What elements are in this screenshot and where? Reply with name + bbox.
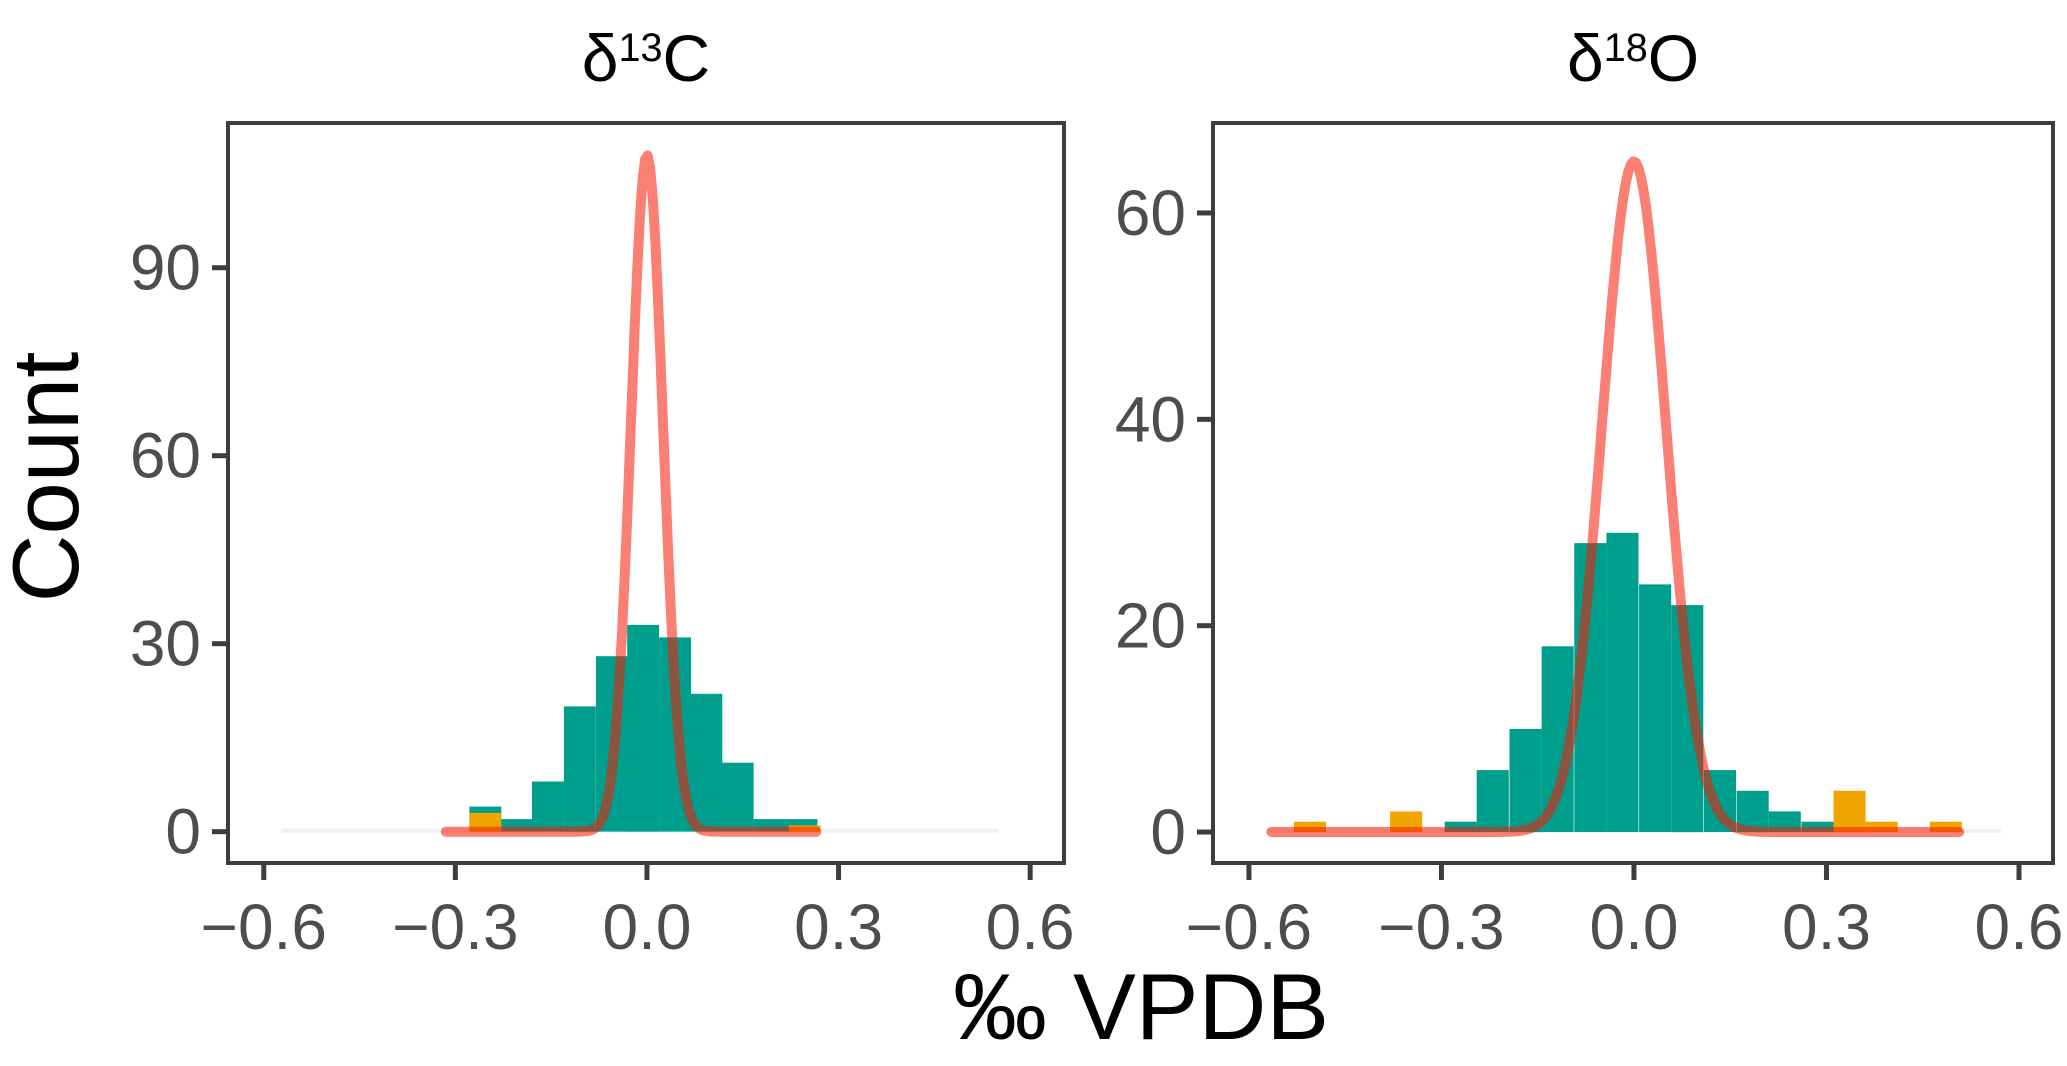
outlier-histogram-bar: [1293, 821, 1326, 832]
y-tick-label: 90: [130, 232, 201, 304]
x-tick-label: 0.0: [1589, 891, 1678, 963]
accepted-histogram-bar: [532, 781, 564, 832]
outlier-histogram-bar: [1929, 821, 1962, 832]
x-tick-label: 0.3: [1782, 891, 1871, 963]
element-symbol: C: [662, 21, 711, 95]
normal-curve: [440, 150, 822, 837]
x-tick-label: 0.0: [602, 891, 691, 963]
outlier-histogram-bar: [1833, 790, 1866, 833]
accepted-histogram-bar: [627, 624, 660, 832]
x-tick-label: 0.6: [986, 891, 1075, 963]
y-tick-label: 0: [1150, 796, 1186, 868]
x-axis-title: ‰ VPDB: [952, 954, 1330, 1059]
element-symbol: O: [1647, 21, 1700, 95]
accepted-histogram-bar: [563, 706, 596, 832]
accepted-histogram-bar: [1768, 811, 1801, 832]
y-axis-title: Count: [0, 351, 98, 603]
mass-number-superscript: 18: [1603, 26, 1648, 71]
accepted-histogram-bar: [1639, 584, 1672, 832]
outlier-histogram-bar: [1390, 811, 1423, 832]
accepted-histogram-bar: [1606, 532, 1639, 832]
delta-symbol: δ: [581, 21, 619, 95]
accepted-histogram-bar: [1801, 821, 1834, 832]
x-tick-label: −0.6: [1186, 891, 1312, 963]
x-tick-label: 0.3: [794, 891, 883, 963]
normal-curve: [1266, 156, 1965, 837]
accepted-histogram-bar: [1476, 770, 1509, 832]
panel-title-d13c: δ13C: [582, 0, 710, 103]
y-tick-label: 60: [1115, 177, 1186, 249]
y-tick-label: 40: [1115, 383, 1186, 455]
panel-border: [226, 121, 1066, 865]
accepted-histogram-bar: [1509, 728, 1542, 833]
panel-title-d18o: δ18O: [1567, 0, 1699, 103]
mass-number-superscript: 13: [618, 26, 663, 71]
x-tick-label: −0.3: [1378, 891, 1504, 963]
x-tick-label: 0.6: [1975, 891, 2064, 963]
y-tick-label: 0: [165, 796, 201, 868]
y-tick-label: 60: [130, 420, 201, 492]
y-tick-label: 30: [130, 608, 201, 680]
x-tick-label: −0.3: [392, 891, 518, 963]
x-tick-label: −0.6: [201, 891, 327, 963]
y-tick-label: 20: [1115, 590, 1186, 662]
accepted-histogram-bar: [1444, 821, 1477, 832]
accepted-histogram-bar: [690, 693, 723, 832]
accepted-histogram-bar: [721, 762, 754, 832]
outlier-histogram-bar: [1865, 821, 1898, 832]
panel-border: [1211, 121, 2055, 865]
delta-symbol: δ: [1566, 21, 1604, 95]
